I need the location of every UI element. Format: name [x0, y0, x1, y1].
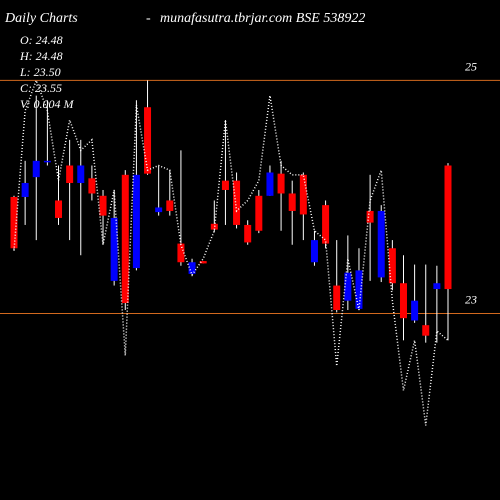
- chart-title: Daily Charts: [4, 11, 78, 26]
- candle-body: [277, 173, 285, 194]
- candle-body: [233, 180, 241, 225]
- candle-body: [77, 165, 85, 183]
- candle-body: [43, 160, 51, 163]
- candle-body: [288, 193, 296, 211]
- ohlc-info: H: 24.48: [19, 49, 63, 63]
- candle-body: [433, 283, 441, 290]
- candle-body: [255, 195, 263, 231]
- candle-body: [177, 243, 185, 263]
- ohlc-info: C: 23.55: [20, 81, 62, 95]
- candle-body: [221, 180, 229, 190]
- candle-body: [210, 223, 218, 230]
- candle-body: [444, 165, 452, 290]
- candle-body: [144, 107, 152, 174]
- candle-body: [388, 248, 396, 284]
- candle-body: [422, 325, 430, 336]
- candle-body: [188, 262, 196, 274]
- chart-subtitle: munafasutra.tbrjar.com BSE 538922: [160, 11, 365, 26]
- candle-body: [344, 272, 352, 301]
- candle-body: [132, 174, 140, 269]
- candle-body: [55, 200, 63, 218]
- ohlc-info: O: 24.48: [20, 33, 63, 47]
- candle-body: [411, 300, 419, 321]
- candle-body: [21, 182, 29, 197]
- y-tick-label: 23: [465, 293, 477, 307]
- candle-body: [366, 210, 374, 223]
- average-line: [13, 78, 449, 426]
- candle-body: [355, 270, 363, 309]
- ohlc-info: L: 23.50: [19, 65, 61, 79]
- candle-body: [399, 283, 407, 319]
- candle-body: [310, 240, 318, 263]
- candle-body: [99, 195, 107, 216]
- candle-body: [299, 174, 307, 215]
- candle-body: [155, 207, 163, 213]
- candle-body: [322, 205, 330, 244]
- y-tick-label: 25: [465, 59, 477, 73]
- candle-body: [377, 210, 385, 278]
- ohlc-info: V: 0.004 M: [20, 97, 75, 111]
- separator: -: [146, 11, 151, 26]
- candle-body: [88, 178, 96, 194]
- candle-body: [110, 217, 118, 281]
- candle-body: [244, 224, 252, 243]
- candle-body: [10, 196, 18, 249]
- candle-body: [32, 160, 40, 178]
- candle-body: [199, 261, 207, 264]
- plot-area: [0, 78, 500, 426]
- candle-body: [66, 165, 74, 183]
- candle-body: [166, 200, 174, 211]
- candle-body: [121, 174, 129, 304]
- candle-body: [266, 172, 274, 196]
- candle-body: [333, 285, 341, 311]
